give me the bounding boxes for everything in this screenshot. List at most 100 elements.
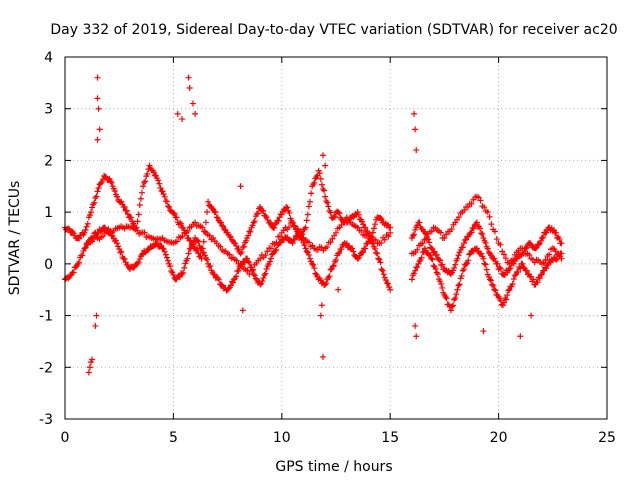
data-point xyxy=(141,229,148,236)
data-point xyxy=(321,187,328,194)
data-point xyxy=(140,183,147,190)
data-point xyxy=(428,245,435,252)
data-point xyxy=(377,259,384,266)
data-point xyxy=(411,270,418,277)
data-point xyxy=(374,250,381,257)
data-point xyxy=(305,239,312,246)
data-point xyxy=(378,239,385,246)
data-point xyxy=(276,240,283,247)
data-point xyxy=(163,254,170,261)
y-tick-label: 3 xyxy=(44,102,53,118)
data-point xyxy=(381,236,388,243)
data-point xyxy=(496,264,503,271)
data-point xyxy=(520,264,527,271)
data-point xyxy=(306,255,313,262)
data-point xyxy=(319,186,326,193)
data-point xyxy=(434,271,441,278)
data-point xyxy=(251,272,258,279)
data-point xyxy=(218,219,225,226)
data-point xyxy=(182,260,189,267)
data-point xyxy=(82,226,89,233)
data-point xyxy=(171,210,178,217)
x-tick-label: 25 xyxy=(598,430,616,446)
data-point xyxy=(264,248,271,255)
x-tick-label: 15 xyxy=(381,430,399,446)
data-point xyxy=(173,214,180,221)
data-point xyxy=(360,221,367,228)
data-point xyxy=(323,198,330,205)
data-point xyxy=(535,241,542,248)
data-point xyxy=(211,271,218,278)
data-point xyxy=(497,297,504,304)
data-point xyxy=(257,203,264,210)
data-point xyxy=(328,266,335,273)
data-point xyxy=(157,184,164,191)
data-point xyxy=(556,236,563,243)
data-point xyxy=(461,207,468,214)
data-point xyxy=(262,270,269,277)
data-point xyxy=(245,258,252,265)
data-point xyxy=(480,255,487,262)
data-point xyxy=(482,261,489,268)
data-point xyxy=(194,246,201,253)
data-point xyxy=(118,248,125,255)
data-point xyxy=(94,229,101,236)
data-point xyxy=(167,263,174,270)
data-point xyxy=(552,248,559,255)
data-point xyxy=(364,228,371,235)
data-point xyxy=(190,244,197,251)
data-point xyxy=(479,231,486,238)
data-point xyxy=(379,267,386,274)
data-point xyxy=(485,249,492,256)
data-point xyxy=(243,237,250,244)
data-point xyxy=(326,273,333,280)
data-point xyxy=(335,286,342,293)
data-point xyxy=(93,312,100,319)
data-point xyxy=(502,255,509,262)
data-point xyxy=(329,263,336,270)
data-point xyxy=(81,229,88,236)
data-point xyxy=(369,229,376,236)
data-point xyxy=(501,299,508,306)
data-point xyxy=(199,245,206,252)
data-point xyxy=(159,245,166,252)
data-point xyxy=(316,170,323,177)
data-point xyxy=(419,240,426,247)
data-point xyxy=(463,236,470,243)
data-point xyxy=(128,214,135,221)
data-point xyxy=(447,307,454,314)
data-point xyxy=(271,224,278,231)
data-point xyxy=(455,252,462,259)
data-point xyxy=(136,201,143,208)
data-point xyxy=(221,226,228,233)
data-point xyxy=(460,266,467,273)
data-point xyxy=(523,267,530,274)
data-point xyxy=(465,257,472,264)
data-point xyxy=(144,170,151,177)
data-point xyxy=(456,281,463,288)
data-point xyxy=(260,275,267,282)
data-point xyxy=(251,218,258,225)
data-point xyxy=(219,222,226,229)
data-point xyxy=(488,221,495,228)
data-point xyxy=(207,262,214,269)
data-point xyxy=(174,110,181,117)
data-point xyxy=(220,223,227,230)
data-point xyxy=(506,286,513,293)
data-point xyxy=(506,260,513,267)
data-point xyxy=(263,214,270,221)
data-point xyxy=(427,252,434,259)
data-point xyxy=(276,214,283,221)
data-point xyxy=(507,265,514,272)
data-point xyxy=(121,255,128,262)
data-point xyxy=(484,209,491,216)
data-point xyxy=(414,246,421,253)
data-point xyxy=(94,136,101,143)
data-point xyxy=(135,211,142,218)
data-point xyxy=(130,264,137,271)
data-point xyxy=(286,209,293,216)
data-point xyxy=(225,285,232,292)
data-point xyxy=(298,231,305,238)
data-point xyxy=(163,198,170,205)
